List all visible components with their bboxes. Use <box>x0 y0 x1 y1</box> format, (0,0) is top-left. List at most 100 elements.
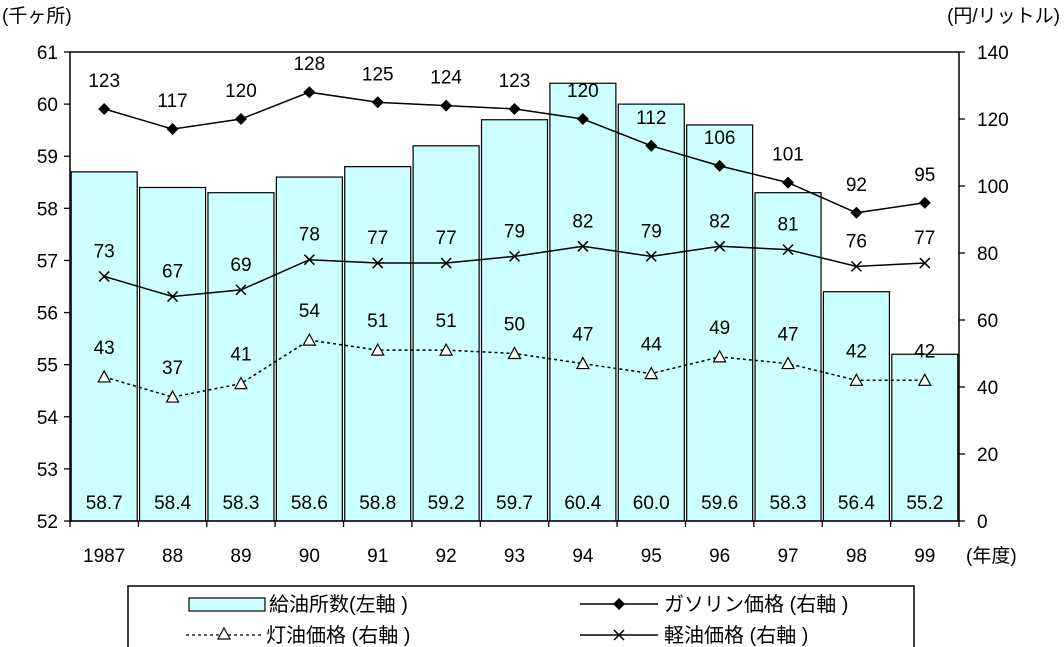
line-value-label-diamond-96: 106 <box>704 128 736 149</box>
legend-label-kerosene: 灯油価格 (右軸 ) <box>266 624 410 647</box>
line-value-label-diamond-88: 117 <box>157 91 187 112</box>
line-value-label-x-1987: 73 <box>94 241 115 262</box>
marker-diamond-92 <box>440 99 453 112</box>
marker-diamond-90 <box>303 86 316 99</box>
bar-value-label-95: 60.0 <box>633 493 670 514</box>
line-value-label-x-96: 82 <box>709 211 730 232</box>
legend-marker-diamond <box>613 598 625 610</box>
right-axis-tick-label-140: 140 <box>977 43 1009 64</box>
marker-x-94 <box>577 240 589 252</box>
marker-x-93 <box>508 250 521 262</box>
line-value-label-triangle-88: 37 <box>162 358 183 379</box>
line-value-label-triangle-97: 47 <box>777 325 798 346</box>
left-axis-tick-label-52: 52 <box>37 512 58 533</box>
bar-93 <box>480 119 549 522</box>
legend-label-diesel: 軽油価格 (右軸 ) <box>664 624 808 647</box>
marker-triangle-94 <box>575 356 590 370</box>
line-value-label-x-93: 79 <box>504 221 525 242</box>
line-value-label-diamond-90: 128 <box>293 54 325 75</box>
bar-1987 <box>70 171 138 522</box>
right-axis-tick-label-120: 120 <box>977 110 1009 131</box>
line-value-label-x-97: 81 <box>777 215 798 236</box>
line-value-label-x-95: 79 <box>641 221 662 242</box>
left-axis-tick-label-55: 55 <box>37 356 58 377</box>
line-value-label-diamond-95: 112 <box>636 108 666 129</box>
x-axis-tick-label-90: 90 <box>299 546 320 567</box>
line-value-label-diamond-1987: 123 <box>88 71 120 92</box>
line-value-label-triangle-91: 51 <box>367 311 388 332</box>
left-axis-tick-label-54: 54 <box>37 408 59 429</box>
bar-value-label-98: 56.4 <box>838 493 875 514</box>
x-axis-tick-label-1987: 1987 <box>83 546 125 567</box>
line-value-label-x-92: 77 <box>436 228 457 249</box>
line-value-label-x-91: 77 <box>367 228 388 249</box>
marker-x-88 <box>167 291 179 303</box>
legend-label-stations: 給油所数(左軸 ) <box>269 593 408 616</box>
marker-x-98 <box>850 260 862 272</box>
line-series-group <box>97 86 932 403</box>
x-axis-tick-label-94: 94 <box>572 546 594 567</box>
marker-triangle-91 <box>370 342 385 356</box>
bar-88 <box>138 186 207 522</box>
right-axis-unit-label: (円/リットル) <box>947 6 1060 27</box>
marker-diamond-89 <box>234 113 247 125</box>
x-axis-tick-label-96: 96 <box>709 546 730 567</box>
x-axis-tick-label-95: 95 <box>641 546 662 567</box>
x-axis-tick-label-91: 91 <box>367 546 388 567</box>
marker-diamond-98 <box>850 206 863 219</box>
marker-diamond-1987 <box>98 102 111 115</box>
x-axis-tick-label-88: 88 <box>162 546 183 567</box>
bar-94 <box>549 82 617 522</box>
legend: 給油所数(左軸 ) ガソリン価格 (右軸 ) 灯油価格 (右軸 ) 軽油価格 (… <box>127 585 915 647</box>
marker-x-97 <box>782 244 794 256</box>
bar-value-label-99: 55.2 <box>906 493 943 514</box>
right-axis-tick-label-100: 100 <box>977 177 1009 198</box>
line-value-label-diamond-99: 95 <box>914 165 935 186</box>
line-value-label-triangle-89: 41 <box>230 345 251 366</box>
line-value-label-diamond-89: 120 <box>225 81 257 102</box>
line-value-label-x-94: 82 <box>572 211 593 232</box>
bar-90 <box>275 176 343 522</box>
marker-x-90 <box>303 254 315 266</box>
left-axis-tick-label-61: 61 <box>37 43 58 64</box>
legend-frame <box>127 585 915 647</box>
x-axis-tick-label-89: 89 <box>230 546 251 567</box>
line-value-label-triangle-96: 49 <box>709 318 730 339</box>
bar-value-label-89: 58.3 <box>222 493 259 514</box>
left-axis-tick-label-60: 60 <box>37 95 58 116</box>
line-value-label-triangle-92: 51 <box>436 311 457 332</box>
marker-triangle-90 <box>302 332 317 346</box>
line-value-label-triangle-93: 50 <box>504 315 525 336</box>
bar-value-label-93: 59.7 <box>496 493 533 514</box>
marker-triangle-95 <box>644 366 659 380</box>
marker-x-96 <box>714 240 726 252</box>
line-value-label-triangle-98: 42 <box>846 341 867 362</box>
x-axis-tick-label-92: 92 <box>436 546 457 567</box>
marker-triangle-97 <box>781 356 796 370</box>
legend-label-gasoline: ガソリン価格 (右軸 ) <box>664 593 848 616</box>
left-axis-tick-label-57: 57 <box>37 251 58 272</box>
line-value-label-diamond-94: 120 <box>567 81 599 102</box>
right-axis-tick-label-20: 20 <box>977 445 998 466</box>
line-value-label-x-89: 69 <box>230 255 251 276</box>
marker-x-99 <box>919 257 931 269</box>
axes-group: 52 53 54 55 56 57 58 59 60 61 0 20 40 60 80 100 120 140 19… <box>37 43 1009 567</box>
bar-98 <box>822 291 891 522</box>
right-axis-tick-label-80: 80 <box>977 244 998 265</box>
marker-diamond-91 <box>371 96 384 109</box>
right-axis-tick-label-0: 0 <box>977 512 988 533</box>
line-value-label-diamond-91: 125 <box>362 64 394 85</box>
left-axis-unit-label: (千ヶ所) <box>2 5 72 27</box>
line-value-label-diamond-97: 101 <box>772 145 804 166</box>
bar-value-label-90: 58.6 <box>291 493 328 514</box>
bar-95 <box>617 103 685 522</box>
bar-92 <box>412 145 480 522</box>
marker-x-91 <box>372 257 384 269</box>
marker-triangle-96 <box>712 349 727 363</box>
line-value-label-diamond-98: 92 <box>846 175 867 196</box>
right-axis-tick-label-60: 60 <box>977 311 998 332</box>
line-value-label-triangle-1987: 43 <box>94 338 115 359</box>
marker-x-95 <box>645 250 657 262</box>
x-axis-tick-label-93: 93 <box>504 546 525 567</box>
